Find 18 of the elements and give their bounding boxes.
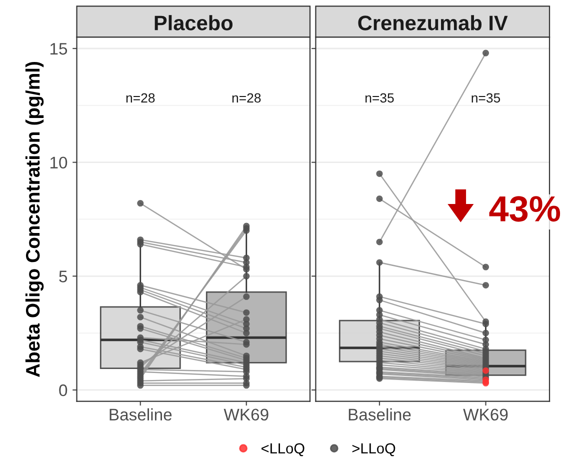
x-tick-label: Baseline <box>110 408 172 421</box>
annotation: n=35 <box>366 93 394 103</box>
annotation: 43% <box>489 196 560 222</box>
y-axis-title: Abeta Oligo Concentration (pg/ml) <box>25 62 44 377</box>
chart-title: Placebo <box>154 15 233 30</box>
x-tick-label: WK69 <box>224 408 268 421</box>
legend-label: <LLoQ <box>262 443 304 456</box>
y-tick-label: 10 <box>50 156 68 169</box>
legend-label: >LLoQ <box>352 443 396 456</box>
y-tick-label: 15 <box>50 43 68 55</box>
annotation: n=28 <box>232 93 261 103</box>
y-tick-label: 0 <box>59 384 68 396</box>
annotation: n=28 <box>126 93 155 103</box>
chart-title: Crenezumab IV <box>358 15 508 30</box>
y-tick-label: 5 <box>59 270 68 282</box>
x-tick-label: WK69 <box>463 408 508 421</box>
annotation: n=35 <box>472 93 500 103</box>
x-tick-label: Baseline <box>348 408 411 421</box>
